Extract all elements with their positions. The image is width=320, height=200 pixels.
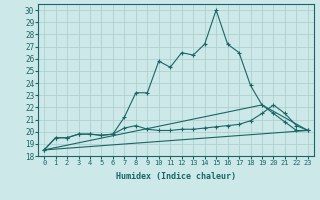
X-axis label: Humidex (Indice chaleur): Humidex (Indice chaleur) [116, 172, 236, 181]
